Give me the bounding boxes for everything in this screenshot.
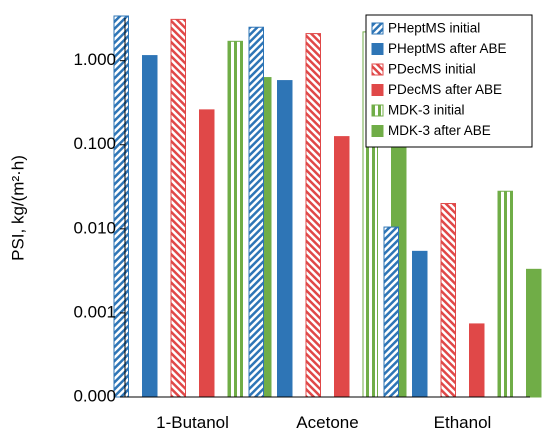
legend-swatch: [371, 125, 384, 137]
bar: [305, 33, 321, 398]
y-tick-label: 0.010: [73, 218, 116, 237]
bar: [277, 80, 293, 398]
legend-swatch: [371, 104, 384, 117]
y-ticks: 0.000 0.001 0.010 0.100 1.000: [73, 50, 125, 405]
y-axis-title: PSI, kg/(m²·h): [8, 155, 27, 261]
y-tick-label: 0.001: [73, 302, 116, 321]
bar: [113, 15, 129, 398]
bar: [440, 203, 456, 398]
legend-swatch: [371, 43, 384, 55]
bar: [248, 26, 264, 398]
legend-label: MDK-3 initial: [388, 103, 465, 118]
legend-frame: [365, 14, 533, 148]
legend-swatch: [371, 63, 384, 76]
legend-swatch: [371, 22, 384, 35]
y-tick-label: 0.100: [73, 134, 116, 153]
bar: [334, 136, 350, 398]
legend-label: PHeptMS after ABE: [388, 41, 507, 56]
bar: [526, 268, 542, 398]
bar: [142, 55, 158, 398]
bar: [383, 226, 399, 398]
legend-swatch: [371, 84, 384, 96]
x-ticks: 1-Butanol Acetone Ethanol: [156, 413, 491, 432]
bar: [227, 40, 243, 398]
x-tick-label: Acetone: [296, 413, 358, 432]
bar: [199, 109, 215, 398]
bar: [469, 323, 485, 398]
y-tick-label: 1.000: [73, 50, 116, 69]
bar: [412, 250, 428, 398]
legend-label: MDK-3 after ABE: [388, 123, 491, 138]
legend-label: PDecMS after ABE: [388, 82, 502, 97]
legend-label: PDecMS initial: [388, 62, 476, 77]
bar: [170, 18, 186, 398]
y-tick-label: 0.000: [73, 386, 116, 405]
legend: PHeptMS initial PHeptMS after ABE PDecMS i…: [365, 14, 533, 148]
x-tick-label: Ethanol: [434, 413, 492, 432]
x-tick-label: 1-Butanol: [156, 413, 229, 432]
bar: [497, 190, 513, 398]
legend-label: PHeptMS initial: [388, 21, 480, 36]
